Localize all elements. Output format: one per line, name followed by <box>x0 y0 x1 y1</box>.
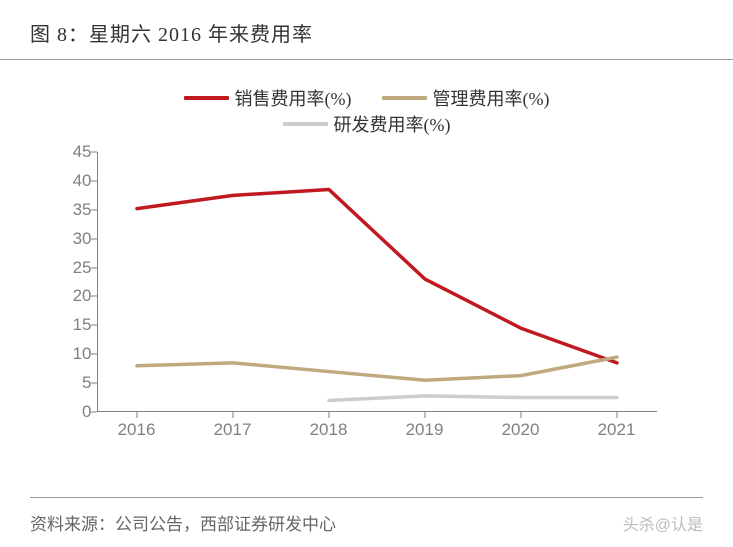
x-tick-label: 2018 <box>310 420 348 440</box>
series-line <box>137 357 617 380</box>
legend: 销售费用率(%) 管理费用率(%) 研发费用率(%) <box>27 70 707 147</box>
series-line <box>329 396 617 401</box>
y-tick-label: 5 <box>52 373 92 393</box>
plot-region: 0510152025303540452016201720182019202020… <box>97 152 657 412</box>
x-tick-label: 2021 <box>598 420 636 440</box>
watermark: 头杀@认是 <box>623 511 703 535</box>
legend-swatch-sales <box>184 96 229 100</box>
y-tick-mark <box>91 412 97 413</box>
legend-row-2: 研发费用率(%) <box>27 111 707 137</box>
x-tick-mark <box>328 412 329 418</box>
y-tick-label: 40 <box>52 171 92 191</box>
x-tick-mark <box>616 412 617 418</box>
y-tick-mark <box>91 238 97 239</box>
legend-item-sales: 销售费用率(%) <box>184 85 352 111</box>
y-tick-mark <box>91 180 97 181</box>
y-tick-label: 25 <box>52 258 92 278</box>
y-tick-mark <box>91 267 97 268</box>
x-tick-mark <box>520 412 521 418</box>
y-tick-label: 30 <box>52 229 92 249</box>
series-line <box>137 190 617 363</box>
y-tick-label: 10 <box>52 344 92 364</box>
chart-title: 图 8：星期六 2016 年来费用率 <box>0 0 733 60</box>
y-tick-mark <box>91 209 97 210</box>
y-tick-label: 45 <box>52 142 92 162</box>
y-tick-mark <box>91 325 97 326</box>
x-tick-label: 2017 <box>214 420 252 440</box>
plot-svg <box>97 152 657 412</box>
legend-label-sales: 销售费用率(%) <box>235 85 352 111</box>
x-tick-label: 2019 <box>406 420 444 440</box>
y-tick-label: 20 <box>52 286 92 306</box>
legend-swatch-rd <box>283 122 328 126</box>
y-tick-label: 15 <box>52 315 92 335</box>
y-tick-label: 35 <box>52 200 92 220</box>
x-tick-mark <box>232 412 233 418</box>
legend-label-rd: 研发费用率(%) <box>334 111 451 137</box>
y-tick-mark <box>91 354 97 355</box>
legend-swatch-mgmt <box>382 96 427 100</box>
x-tick-mark <box>424 412 425 418</box>
x-tick-mark <box>136 412 137 418</box>
x-tick-label: 2020 <box>502 420 540 440</box>
footer: 资料来源：公司公告，西部证券研发中心 头杀@认是 <box>30 497 703 535</box>
source-label: 资料来源：公司公告，西部证券研发中心 <box>30 510 336 535</box>
y-tick-mark <box>91 152 97 153</box>
y-tick-label: 0 <box>52 402 92 422</box>
y-tick-mark <box>91 383 97 384</box>
legend-item-rd: 研发费用率(%) <box>283 111 451 137</box>
legend-row-1: 销售费用率(%) 管理费用率(%) <box>27 85 707 111</box>
legend-item-mgmt: 管理费用率(%) <box>382 85 550 111</box>
legend-label-mgmt: 管理费用率(%) <box>433 85 550 111</box>
y-tick-mark <box>91 296 97 297</box>
chart-area: 销售费用率(%) 管理费用率(%) 研发费用率(%) 0510152025303… <box>27 70 707 450</box>
x-tick-label: 2016 <box>118 420 156 440</box>
